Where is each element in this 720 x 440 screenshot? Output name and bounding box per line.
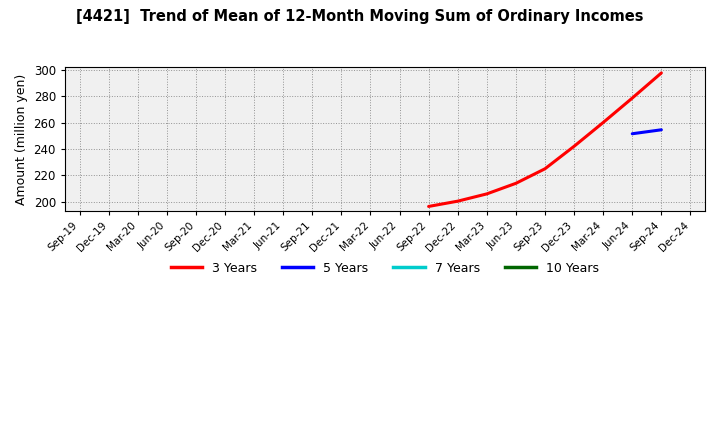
Legend: 3 Years, 5 Years, 7 Years, 10 Years: 3 Years, 5 Years, 7 Years, 10 Years [166,257,604,280]
Y-axis label: Amount (million yen): Amount (million yen) [15,73,28,205]
Text: [4421]  Trend of Mean of 12-Month Moving Sum of Ordinary Incomes: [4421] Trend of Mean of 12-Month Moving … [76,9,644,24]
